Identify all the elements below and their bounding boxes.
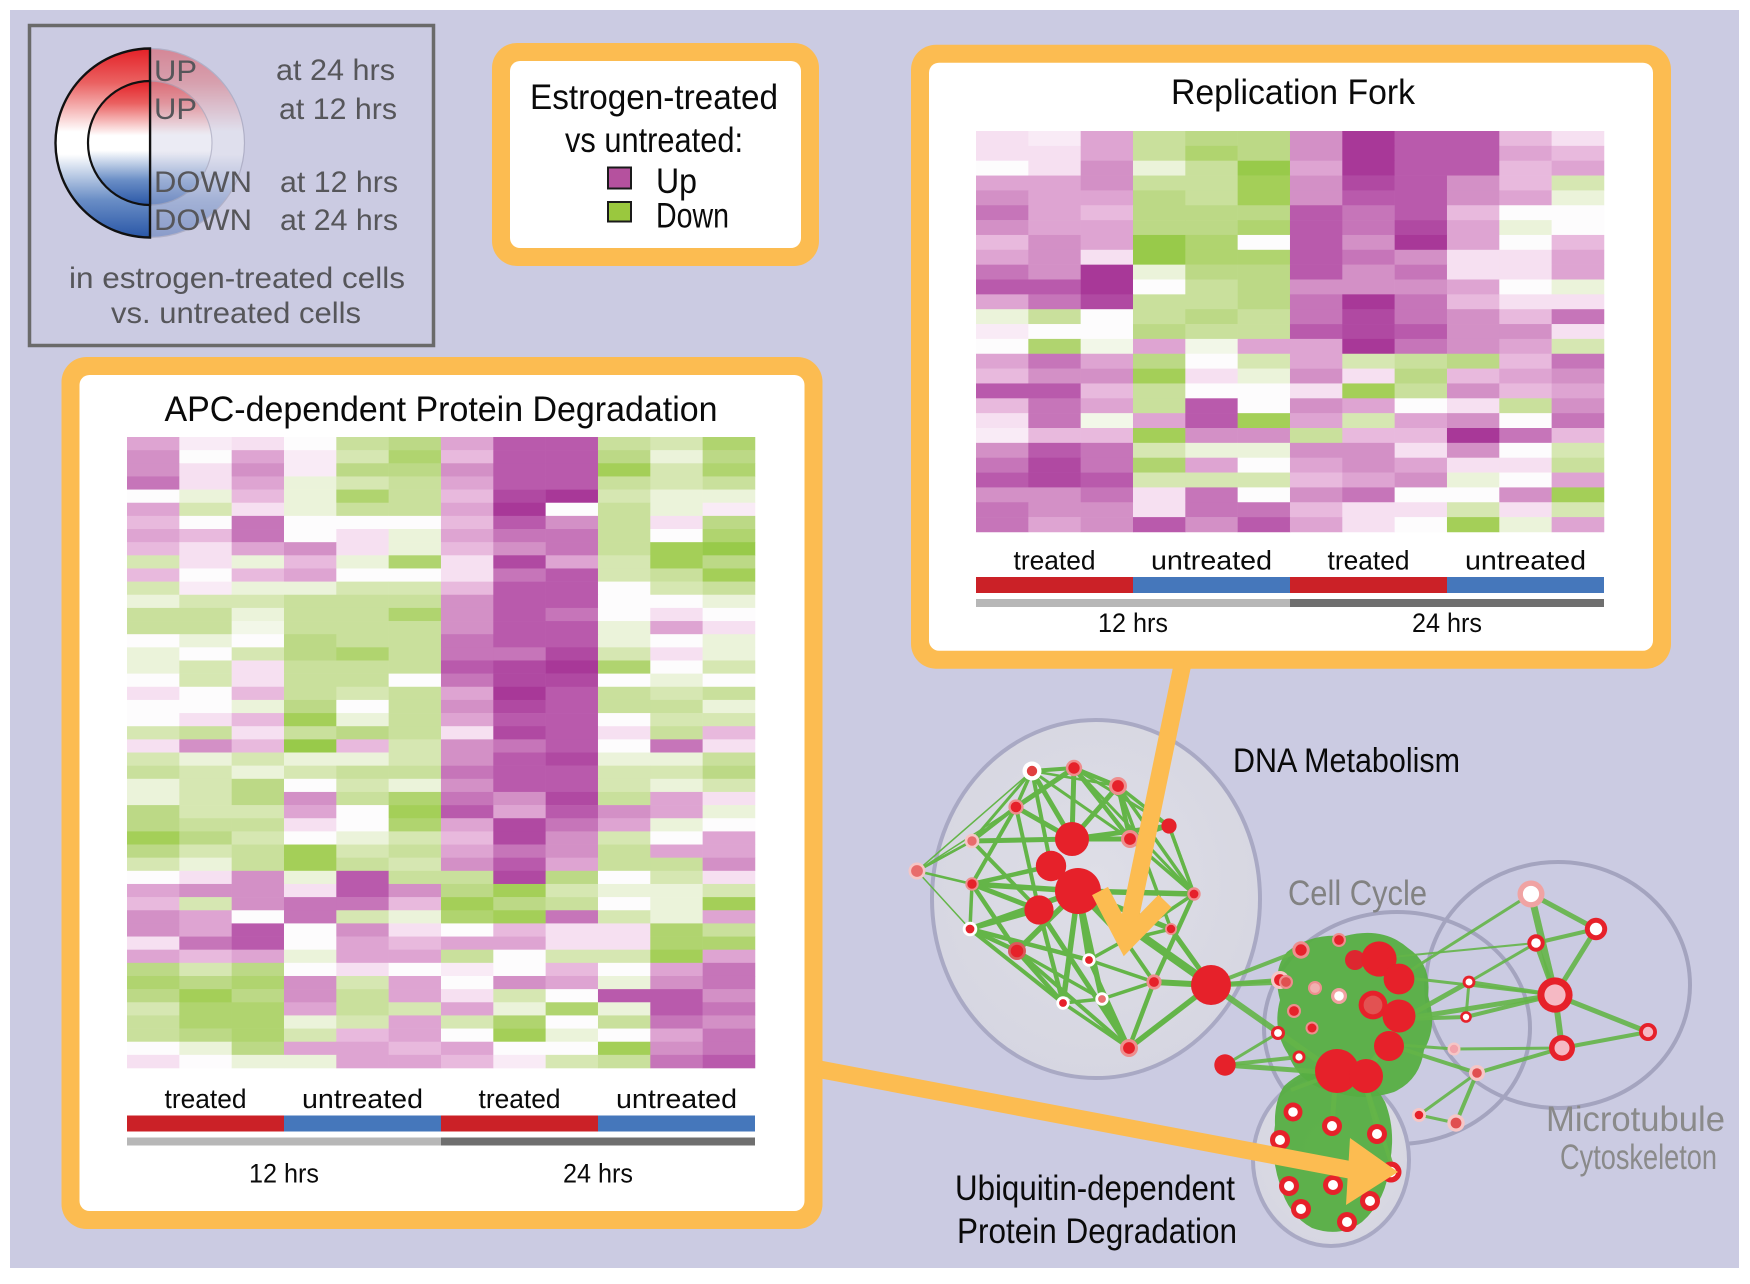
svg-text:vs. untreated cells: vs. untreated cells: [111, 297, 361, 330]
svg-text:Down: Down: [656, 196, 729, 236]
svg-text:24 hrs: 24 hrs: [563, 1159, 633, 1189]
svg-text:treated: treated: [479, 1084, 561, 1114]
svg-text:untreated: untreated: [302, 1084, 423, 1114]
svg-text:Estrogen-treated: Estrogen-treated: [530, 77, 778, 117]
svg-text:Ubiquitin-dependent: Ubiquitin-dependent: [955, 1169, 1235, 1208]
svg-text:treated: treated: [1328, 546, 1410, 576]
svg-text:Replication Fork: Replication Fork: [1171, 72, 1415, 112]
svg-text:at 24 hrs: at 24 hrs: [276, 54, 395, 87]
svg-text:untreated: untreated: [616, 1084, 737, 1114]
svg-text:UP: UP: [154, 55, 197, 88]
svg-text:at 24 hrs: at 24 hrs: [280, 204, 398, 237]
svg-text:DNA Metabolism: DNA Metabolism: [1233, 742, 1460, 780]
svg-text:vs untreated:: vs untreated:: [565, 120, 743, 160]
svg-text:Up: Up: [656, 161, 697, 201]
svg-text:treated: treated: [1014, 546, 1096, 576]
svg-text:12 hrs: 12 hrs: [1098, 608, 1168, 638]
svg-text:DOWN: DOWN: [154, 204, 252, 237]
svg-text:Cytoskeleton: Cytoskeleton: [1560, 1138, 1717, 1177]
svg-text:Cell Cycle: Cell Cycle: [1288, 874, 1427, 913]
svg-text:24 hrs: 24 hrs: [1412, 608, 1482, 638]
svg-text:in estrogen-treated cells: in estrogen-treated cells: [69, 262, 405, 295]
svg-text:untreated: untreated: [1465, 546, 1586, 576]
svg-text:DOWN: DOWN: [154, 166, 252, 199]
svg-text:untreated: untreated: [1151, 546, 1272, 576]
svg-text:at 12 hrs: at 12 hrs: [279, 93, 397, 126]
svg-text:Microtubule: Microtubule: [1546, 1100, 1725, 1139]
svg-text:APC-dependent Protein Degradat: APC-dependent Protein Degradation: [165, 389, 718, 429]
svg-text:Protein Degradation: Protein Degradation: [957, 1212, 1237, 1251]
svg-text:UP: UP: [154, 93, 197, 126]
svg-text:treated: treated: [165, 1084, 247, 1114]
svg-text:at 12 hrs: at 12 hrs: [280, 166, 398, 199]
svg-text:12 hrs: 12 hrs: [249, 1159, 319, 1189]
